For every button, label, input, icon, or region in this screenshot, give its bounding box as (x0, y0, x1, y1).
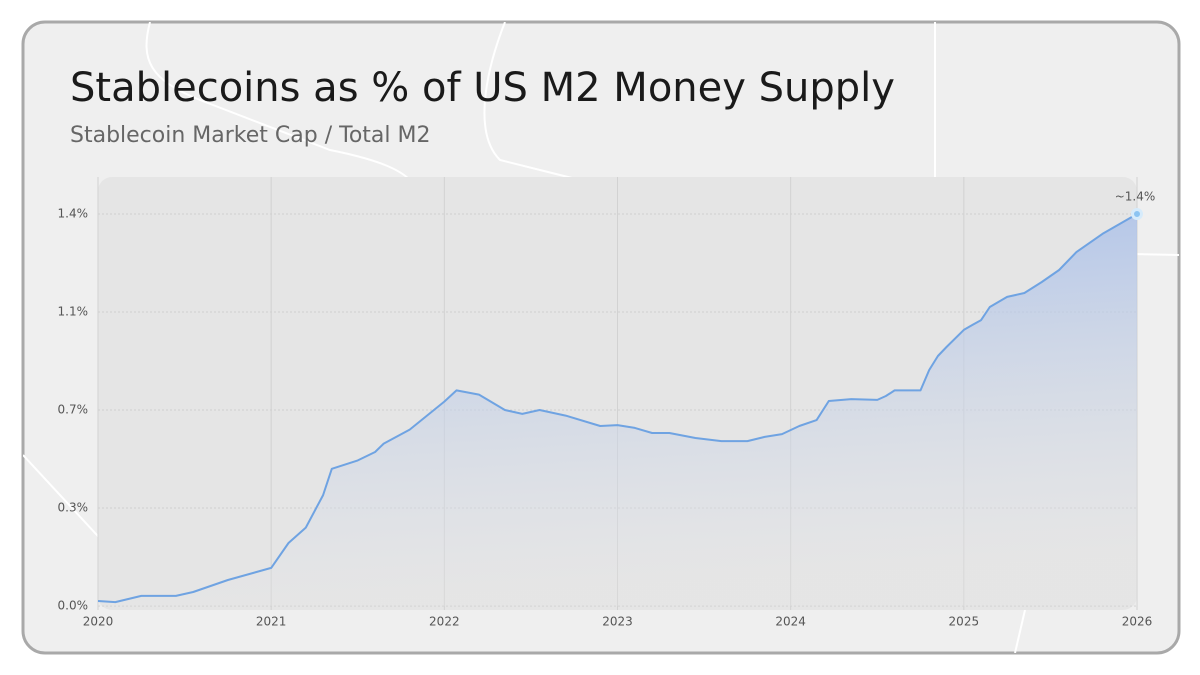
x-tick-label: 2020 (83, 615, 114, 629)
area (98, 214, 1137, 606)
y-tick-label: 0.7% (58, 403, 89, 417)
chart-title: Stablecoins as % of US M2 Money Supply (70, 65, 895, 111)
x-tick-label: 2022 (429, 615, 460, 629)
x-tick-label: 2024 (775, 615, 806, 629)
end-point (1131, 208, 1143, 220)
x-tick-label: 2023 (602, 615, 633, 629)
x-tick-label: 2026 (1122, 615, 1153, 629)
x-tick-label: 2021 (256, 615, 287, 629)
x-tick-label: 2025 (949, 615, 980, 629)
y-tick-label: 1.4% (58, 207, 89, 221)
line (97, 213, 1138, 604)
y-tick-label: 1.1% (58, 305, 89, 319)
y-tick-label: 0.0% (58, 599, 89, 613)
annotation: ~1.4% (1115, 190, 1156, 204)
plot-layer: 0.0% 0.3% 0.7% 1.1% 1.4% 2020 2021 2022 2023 2024… (58, 177, 1156, 629)
chart-subtitle: Stablecoin Market Cap / Total M2 (70, 123, 430, 148)
y-tick-label: 0.3% (58, 501, 89, 515)
